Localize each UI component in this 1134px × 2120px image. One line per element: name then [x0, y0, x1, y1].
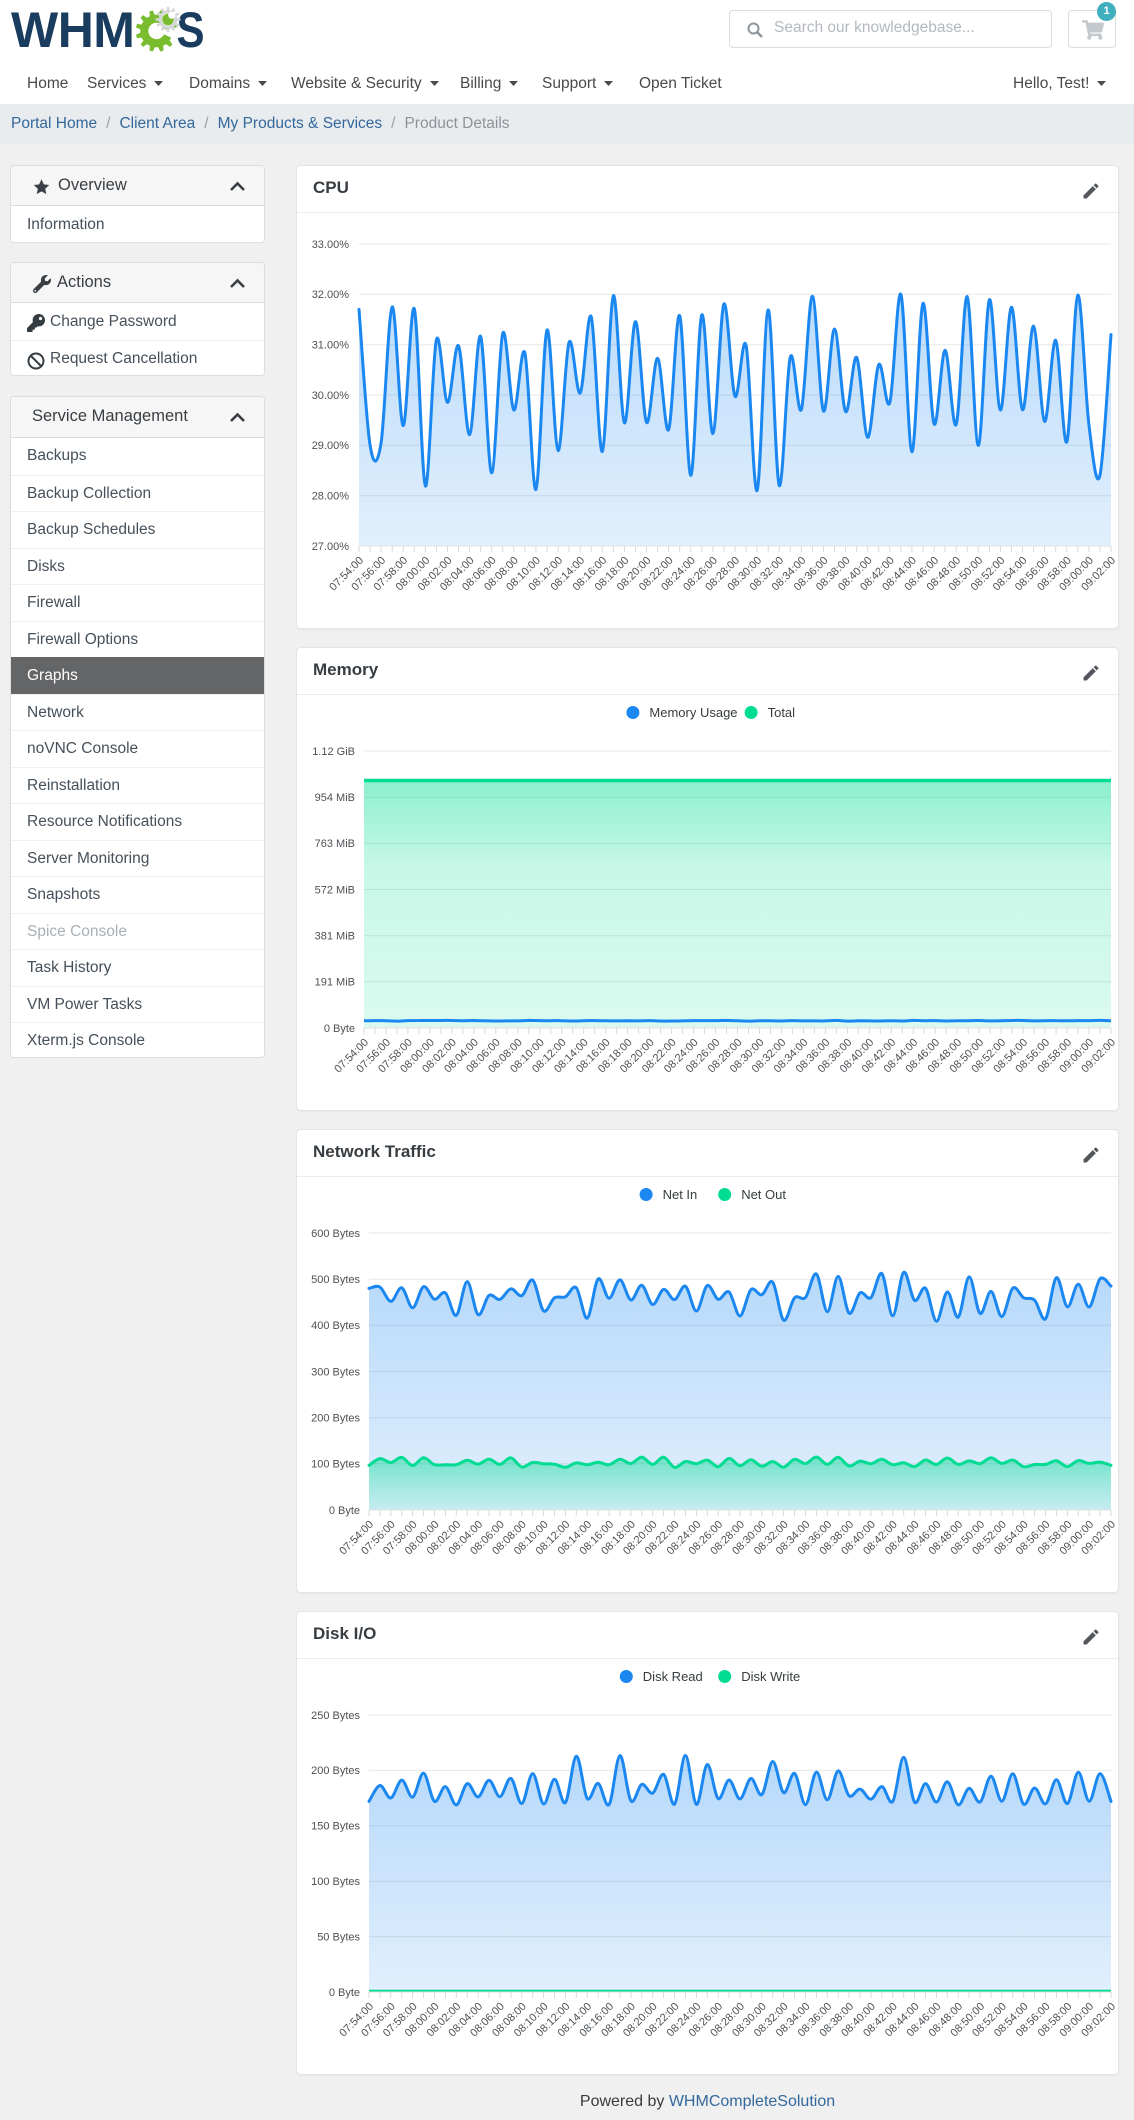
svg-text:Net Out: Net Out [741, 1187, 786, 1202]
svg-text:954 MiB: 954 MiB [315, 792, 355, 804]
svg-text:Disk Read: Disk Read [643, 1669, 703, 1684]
svg-text:400 Bytes: 400 Bytes [311, 1320, 360, 1332]
svg-text:32.00%: 32.00% [312, 289, 350, 301]
svg-text:600 Bytes: 600 Bytes [311, 1228, 360, 1240]
svg-text:Memory Usage: Memory Usage [649, 705, 737, 720]
svg-text:763 MiB: 763 MiB [315, 838, 355, 850]
svg-text:1.12 GiB: 1.12 GiB [312, 746, 355, 758]
svg-text:200 Bytes: 200 Bytes [311, 1413, 360, 1425]
svg-text:191 MiB: 191 MiB [315, 977, 355, 989]
svg-text:29.00%: 29.00% [312, 440, 350, 452]
svg-text:500 Bytes: 500 Bytes [311, 1274, 360, 1286]
svg-text:Disk Write: Disk Write [741, 1669, 800, 1684]
svg-text:Total: Total [768, 705, 796, 720]
svg-text:Net In: Net In [663, 1187, 698, 1202]
svg-text:300 Bytes: 300 Bytes [311, 1366, 360, 1378]
svg-text:0 Byte: 0 Byte [324, 1023, 355, 1035]
svg-text:150 Bytes: 150 Bytes [311, 1821, 360, 1833]
svg-text:S: S [177, 2, 205, 58]
svg-text:381 MiB: 381 MiB [315, 931, 355, 943]
svg-text:0 Byte: 0 Byte [329, 1505, 360, 1517]
svg-text:28.00%: 28.00% [312, 491, 350, 503]
svg-text:30.00%: 30.00% [312, 390, 350, 402]
svg-text:50 Bytes: 50 Bytes [317, 1931, 360, 1943]
svg-text:31.00%: 31.00% [312, 340, 350, 352]
svg-text:572 MiB: 572 MiB [315, 884, 355, 896]
svg-text:33.00%: 33.00% [312, 239, 350, 251]
svg-text:200 Bytes: 200 Bytes [311, 1765, 360, 1777]
svg-text:100 Bytes: 100 Bytes [311, 1459, 360, 1471]
svg-text:250 Bytes: 250 Bytes [311, 1710, 360, 1722]
svg-text:0 Byte: 0 Byte [329, 1987, 360, 1999]
svg-text:WHM: WHM [11, 2, 134, 58]
svg-text:100 Bytes: 100 Bytes [311, 1876, 360, 1888]
svg-text:27.00%: 27.00% [312, 541, 350, 553]
